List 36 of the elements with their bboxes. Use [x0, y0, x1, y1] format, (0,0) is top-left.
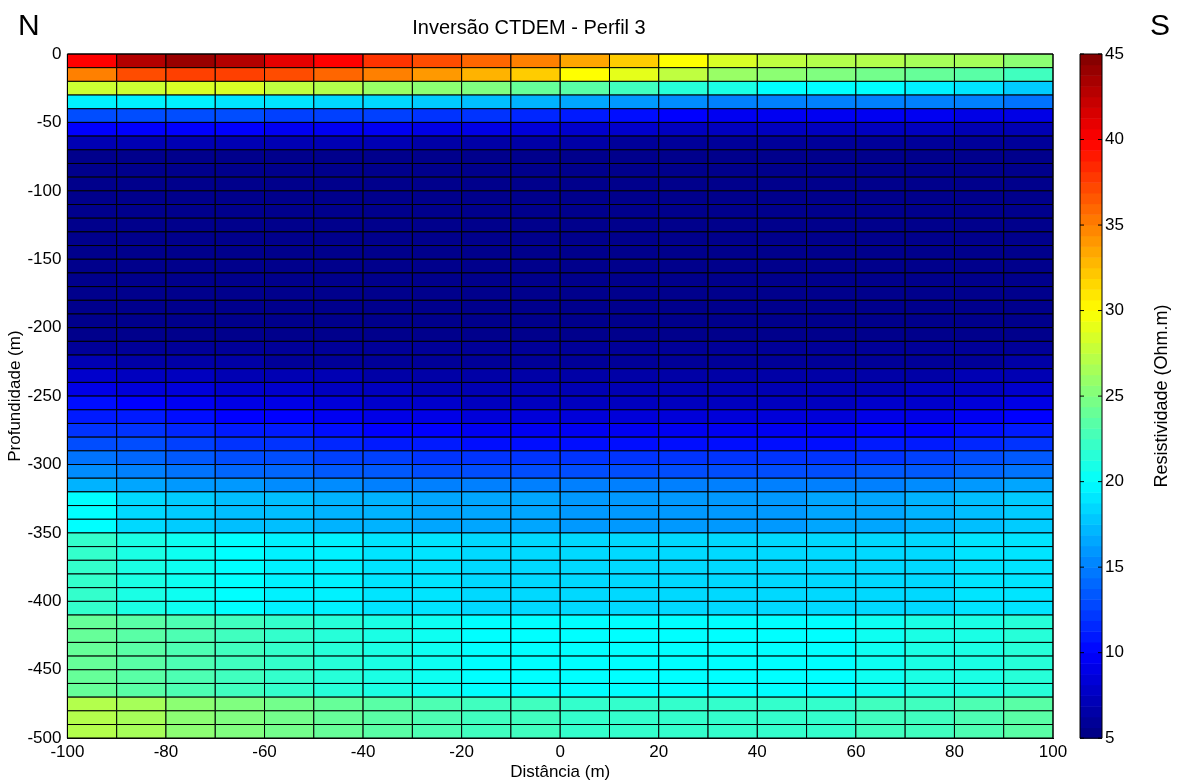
y-tick-label: -200	[27, 317, 62, 337]
x-tick-label: -40	[350, 742, 376, 762]
color-bar-label: 10	[1105, 642, 1124, 662]
x-axis-title: Distância (m)	[510, 762, 611, 782]
color-bar-label: 45	[1105, 43, 1124, 63]
x-tick-label: 40	[747, 742, 767, 762]
text: N	[18, 8, 40, 42]
y-tick-label: -100	[27, 180, 62, 200]
color-bar-label: 15	[1105, 556, 1124, 576]
y-tick-label: -350	[27, 522, 62, 542]
color-bar-label: 35	[1105, 214, 1124, 234]
y-tick-label: -400	[27, 591, 62, 611]
y-tick-label: -300	[27, 454, 62, 474]
chart-title: Inversão CTDEM - Perfil 3	[412, 15, 646, 38]
y-tick-label: -250	[27, 385, 62, 405]
x-tick-label: 100	[1038, 742, 1068, 762]
y-tick-label: -450	[27, 659, 62, 679]
x-tick-label: 0	[555, 742, 565, 762]
y-axis-title: Profundidade (m)	[4, 330, 24, 462]
y-tick-label: -50	[36, 112, 62, 132]
x-tick-label: -80	[153, 742, 179, 762]
color-bar-label: 25	[1105, 385, 1124, 405]
x-tick-label: 20	[649, 742, 669, 762]
text: S	[1149, 8, 1170, 42]
color-bar-title: Resistividade (Ohm.m)	[1150, 304, 1171, 488]
color-bar-label: 40	[1105, 129, 1124, 149]
color-bar-label: 30	[1105, 300, 1124, 320]
x-tick-label: 80	[944, 742, 964, 762]
x-tick-label: -100	[50, 742, 85, 762]
x-tick-label: -20	[449, 742, 474, 762]
color-bar-label: 5	[1105, 727, 1115, 747]
x-tick-label: 60	[846, 742, 866, 762]
color-bar-label: 20	[1105, 471, 1124, 491]
y-tick-label: -150	[27, 248, 62, 268]
x-tick-label: -60	[252, 742, 277, 762]
y-tick-label: 0	[51, 43, 62, 63]
